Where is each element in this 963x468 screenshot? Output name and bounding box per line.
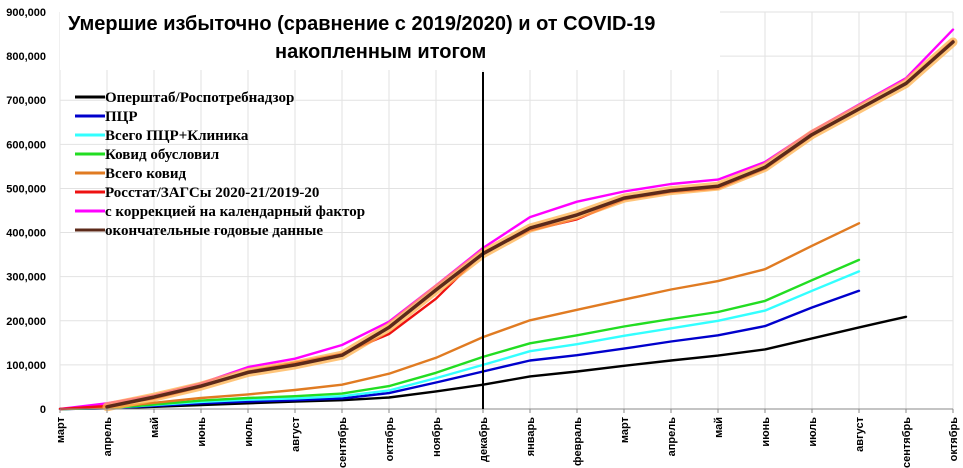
x-tick-label: май — [149, 417, 161, 438]
x-tick-label: сентябрь — [901, 417, 913, 468]
series-line-4 — [58, 222, 861, 411]
legend-label: Оперштаб/Роспотребнадзор — [105, 90, 294, 106]
x-tick-label: июль — [243, 417, 255, 447]
x-tick-label: декабрь — [478, 417, 490, 462]
title-group: Умершие избыточно (сравнение с 2019/2020… — [60, 6, 720, 70]
axes: 0 100,000 200,000 300,000 400,000 500,000 600,… — [6, 7, 960, 468]
x-tick-label: апрель — [666, 417, 678, 457]
legend-label: ПЦР — [105, 109, 138, 125]
y-tick-label: 200,000 — [6, 316, 46, 328]
y-tick-label: 0 — [40, 404, 46, 416]
x-tick-label: июль — [807, 417, 819, 447]
chart-title: Умершие избыточно (сравнение с 2019/2020… — [68, 13, 655, 35]
chart-subtitle: накопленным итогом — [275, 41, 486, 63]
x-tick-label: август — [854, 416, 866, 451]
x-tick-label: май — [713, 417, 725, 438]
legend-label: Всего ПЦР+Клиника — [105, 128, 249, 144]
legend-label: Ковид обусловил — [105, 147, 220, 163]
title-background — [60, 6, 720, 70]
y-tick-label: 600,000 — [6, 139, 46, 151]
series-line-final — [105, 40, 955, 409]
x-tick-label: октябрь — [384, 417, 396, 462]
x-tick-label: август — [290, 416, 302, 451]
x-tick-label: ноябрь — [431, 417, 443, 457]
x-tick-label: июнь — [760, 417, 772, 447]
y-tick-label: 900,000 — [6, 7, 46, 19]
legend-label: Всего ковид — [105, 166, 187, 182]
x-tick-label: март — [55, 416, 67, 443]
legend-label: с коррекцией на календарный фактор — [105, 204, 365, 220]
x-tick-label: июнь — [196, 417, 208, 447]
y-tick-label: 800,000 — [6, 51, 46, 63]
series-line-3 — [58, 258, 861, 411]
y-tick-label: 400,000 — [6, 228, 46, 240]
x-tick-label: февраль — [572, 417, 584, 466]
x-tick-label: январь — [525, 417, 537, 457]
x-tick-label: март — [619, 416, 631, 443]
y-tick-label: 300,000 — [6, 272, 46, 284]
x-tick-label: апрель — [102, 417, 114, 457]
x-tick-label: октябрь — [948, 417, 960, 462]
legend-label: Росстат/ЗАГСы 2020-21/2019-20 — [105, 185, 319, 201]
x-tick-label: сентябрь — [337, 417, 349, 468]
series-line-1 — [58, 289, 861, 411]
y-tick-label: 500,000 — [6, 183, 46, 195]
legend-label: окончательные годовые данные — [105, 223, 323, 239]
y-tick-label: 100,000 — [6, 360, 46, 372]
legend: Оперштаб/Роспотребнадзор ПЦР Всего ПЦР+Кли… — [75, 90, 365, 239]
y-tick-label: 700,000 — [6, 95, 46, 107]
